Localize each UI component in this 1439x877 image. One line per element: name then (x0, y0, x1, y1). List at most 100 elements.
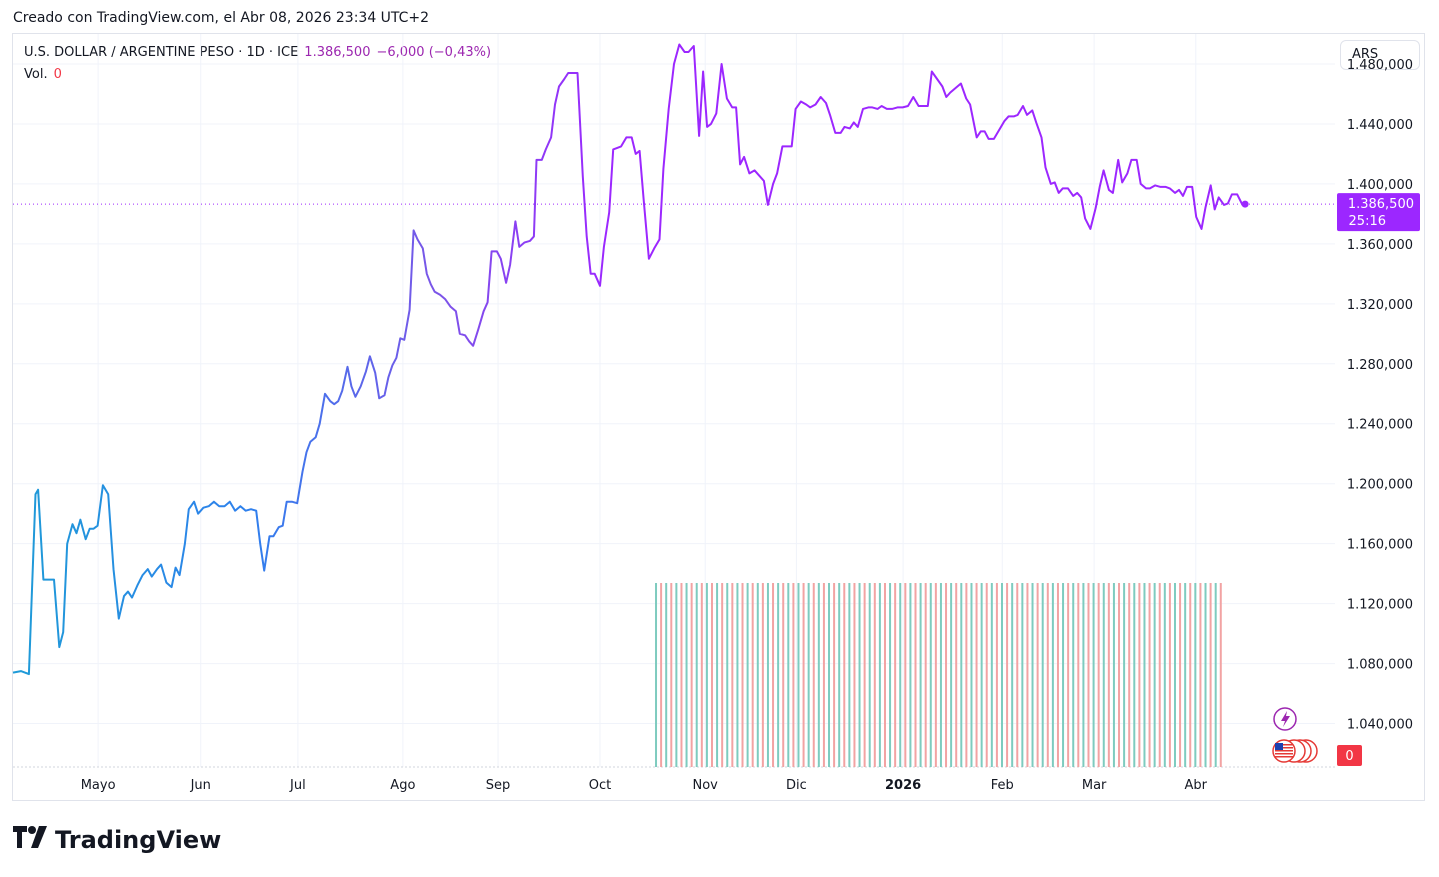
y-tick-label: 1.480,000 (1347, 58, 1413, 73)
volume-bar (955, 583, 958, 767)
volume-bar (995, 583, 998, 767)
volume-bar (975, 583, 978, 767)
volume-bar (924, 583, 927, 767)
volume-bar (660, 583, 663, 767)
volume-bar (777, 583, 780, 767)
volume-bar (705, 583, 708, 767)
flag-stripe (1275, 753, 1293, 755)
volume-bar (690, 583, 693, 767)
price-line (12, 43, 1246, 676)
volume-bar (1209, 583, 1212, 767)
volume-bar (1097, 583, 1100, 767)
flag-stripe (1275, 750, 1293, 752)
volume-bar (1112, 583, 1115, 767)
volume-bar (1153, 583, 1156, 767)
volume-bar (1046, 583, 1049, 767)
y-tick-label: 1.360,000 (1347, 238, 1413, 253)
last-price-dot (1241, 200, 1249, 208)
volume-bar (1051, 583, 1054, 767)
volume-bar (1199, 583, 1202, 767)
volume-bar (817, 583, 820, 767)
symbol-title: U.S. DOLLAR / ARGENTINE PESO · 1D · ICE (24, 45, 299, 60)
volume-bar (802, 583, 805, 767)
volume-bar (675, 583, 678, 767)
x-tick-label: Jun (190, 778, 211, 793)
volume-bar (716, 583, 719, 767)
volume-bar (1184, 583, 1187, 767)
volume-bar (1072, 583, 1075, 767)
volume-bar (1143, 583, 1146, 767)
created-caption: Creado con TradingView.com, el Abr 08, 2… (13, 10, 430, 26)
volume-bar (1118, 583, 1121, 767)
volume-bar (1102, 583, 1105, 767)
volume-bar (1148, 583, 1151, 767)
volume-bar (1189, 583, 1192, 767)
flag-stripe (1275, 744, 1293, 746)
volume-value: 0 (53, 67, 62, 82)
volume-bar (1041, 583, 1044, 767)
volume-label: Vol. (24, 67, 48, 82)
volume-zero-label: 0 (1345, 749, 1353, 764)
volume-bar (883, 583, 886, 767)
volume-bar (746, 583, 749, 767)
volume-bar (1062, 583, 1065, 767)
x-tick-label: Nov (693, 778, 719, 793)
volume-bar (1173, 583, 1176, 767)
volume-bar (858, 583, 861, 767)
volume-bar (939, 583, 942, 767)
volume-bar (873, 583, 876, 767)
volume-bar (899, 583, 902, 767)
x-tick-label: Mar (1082, 778, 1107, 793)
flag-stripe (1275, 756, 1293, 758)
volume-bar (1067, 583, 1070, 767)
symbol-legend: U.S. DOLLAR / ARGENTINE PESO · 1D · ICE 1… (24, 45, 491, 60)
volume-bar (1204, 583, 1207, 767)
volume-bar (863, 583, 866, 767)
volume-bar (904, 583, 907, 767)
volume-bar (914, 583, 917, 767)
volume-bar (1087, 583, 1090, 767)
volume-bar (1056, 583, 1059, 767)
volume-bar (990, 583, 993, 767)
volume-bar (1219, 583, 1222, 767)
x-tick-label: Oct (589, 778, 611, 793)
volume-bar (1000, 583, 1003, 767)
x-tick-label: Jul (289, 778, 306, 793)
volume-bar (1128, 583, 1131, 767)
currency-button[interactable]: ARS (1340, 40, 1420, 70)
volume-bar (1194, 583, 1197, 767)
volume-bar (1011, 583, 1014, 767)
tradingview-logo[interactable]: TradingView (13, 826, 221, 854)
volume-bar (766, 583, 769, 767)
y-tick-label: 1.440,000 (1347, 118, 1413, 133)
last-price-label: 1.386,500 (1348, 197, 1414, 212)
y-tick-label: 1.080,000 (1347, 658, 1413, 673)
x-tick-label: 2026 (885, 778, 921, 793)
volume-bar (685, 583, 688, 767)
x-tick-label: Sep (486, 778, 511, 793)
volume-bar (1082, 583, 1085, 767)
volume-bar (700, 583, 703, 767)
volume-bar (1021, 583, 1024, 767)
volume-bar (838, 583, 841, 767)
volume-bar (1026, 583, 1029, 767)
countdown-label: 25:16 (1349, 214, 1386, 229)
volume-bar (782, 583, 785, 767)
volume-bar (1016, 583, 1019, 767)
volume-bar (741, 583, 744, 767)
y-tick-label: 1.160,000 (1347, 538, 1413, 553)
volume-bar (1092, 583, 1095, 767)
volume-bar (965, 583, 968, 767)
volume-bar (756, 583, 759, 767)
chart-frame (12, 33, 1425, 801)
volume-bar (822, 583, 825, 767)
volume-bar (797, 583, 800, 767)
volume-bar (853, 583, 856, 767)
flag-stripe (1275, 747, 1293, 749)
y-tick-label: 1.240,000 (1347, 418, 1413, 433)
volume-bar (1123, 583, 1126, 767)
volume-bar (878, 583, 881, 767)
volume-bar (792, 583, 795, 767)
tradingview-logo-icon (13, 826, 49, 854)
volume-bar (772, 583, 775, 767)
